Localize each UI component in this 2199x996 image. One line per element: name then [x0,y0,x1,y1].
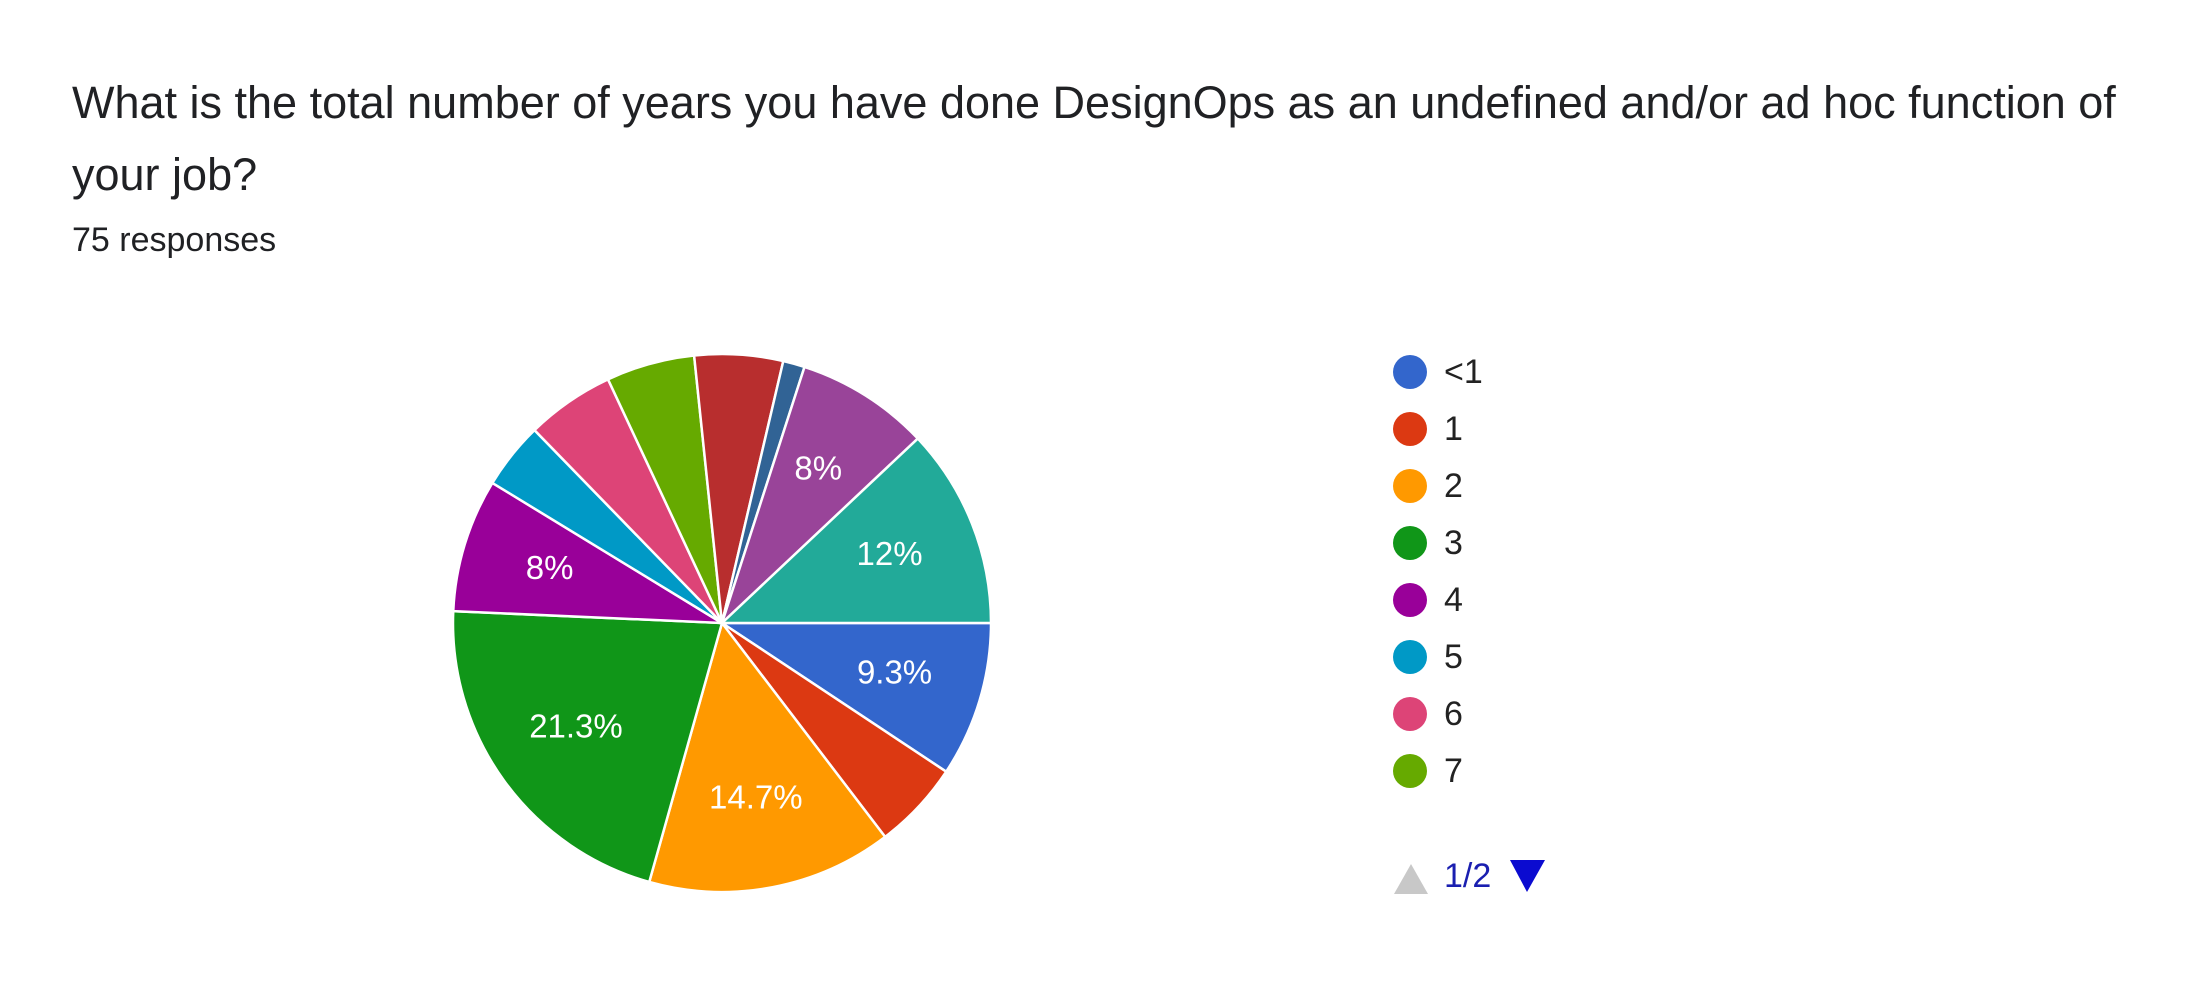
legend-swatch [1393,412,1427,446]
legend-swatch [1393,754,1427,788]
slice-label: 9.3% [857,654,932,691]
legend-next[interactable] [1510,860,1545,892]
legend-label: 4 [1444,581,1463,619]
pie-slice [718,436,993,625]
legend-label: 6 [1444,695,1463,733]
slice-label: 12% [856,535,922,572]
title-line-1: What is the total number of years you ha… [72,77,2116,200]
legend-swatch [1393,526,1427,560]
slice-label: 8% [794,449,842,486]
pie-slice [451,481,723,625]
slice-label: 14.7% [709,779,803,816]
legend-label: 1 [1444,410,1463,448]
legend-label: 2 [1444,467,1463,505]
legend-swatch [1393,469,1427,503]
legend-swatch [1393,697,1427,731]
legend-label: 7 [1444,752,1463,790]
legend-prev [1394,864,1428,894]
slice-label: 8% [526,549,574,586]
pie-slice [717,621,993,774]
legend-label: 5 [1444,638,1463,676]
response-count: 75 responses [72,221,276,259]
slice-label: 21.3% [529,707,623,744]
legend-swatch [1393,583,1427,617]
pie-slice [720,365,920,624]
legend-label: <1 [1444,353,1483,391]
legend-label: 3 [1444,524,1463,562]
pie-slice [451,609,724,884]
legend-page: 1/2 [1444,857,1491,895]
legend-swatch [1393,355,1427,389]
legend-swatch [1393,640,1427,674]
pie-slice [647,620,887,894]
